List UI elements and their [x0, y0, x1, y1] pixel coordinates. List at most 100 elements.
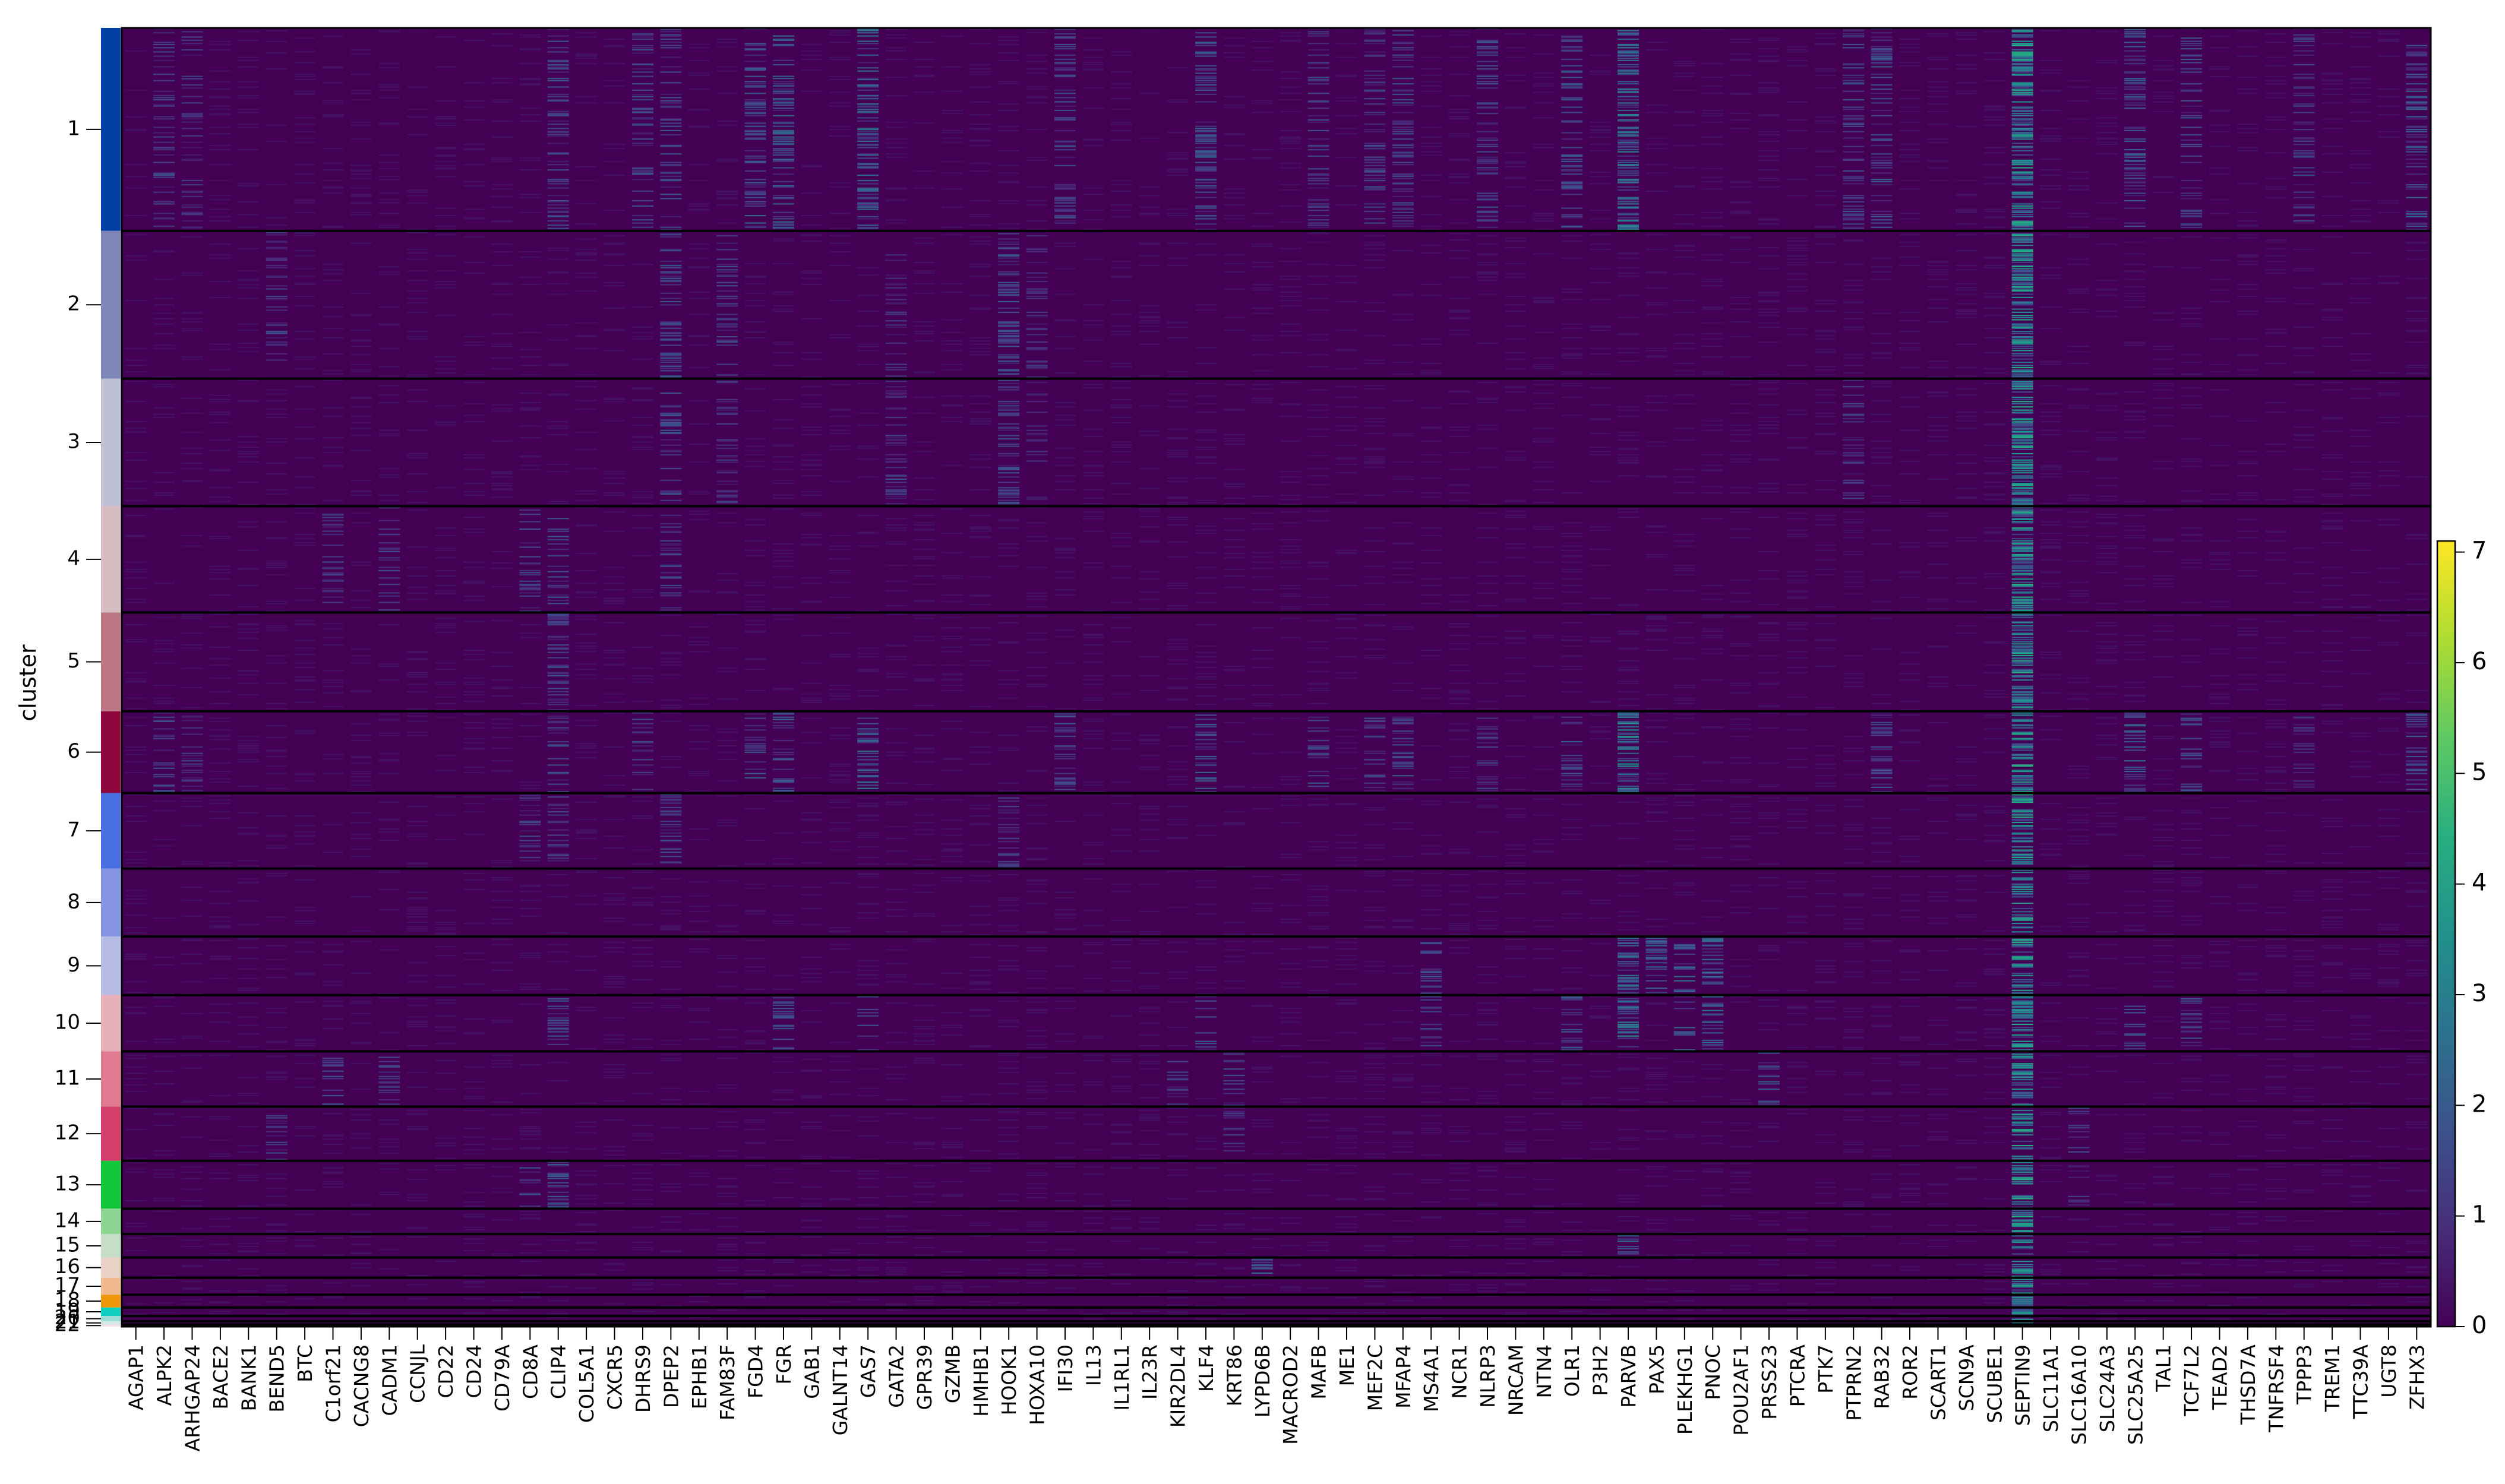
heatmap-cell — [1589, 54, 1611, 56]
heatmap-cell — [1645, 190, 1667, 192]
heatmap-cell — [547, 250, 569, 252]
heatmap-cell — [576, 591, 598, 593]
heatmap-cell — [1448, 390, 1470, 392]
heatmap-cell — [885, 524, 907, 526]
heatmap-cell — [2293, 77, 2315, 78]
heatmap-cell — [1477, 504, 1499, 505]
heatmap-cell — [1589, 71, 1611, 73]
heatmap-cell — [631, 172, 653, 174]
heatmap-cell — [1730, 58, 1752, 61]
heatmap-cell — [1307, 93, 1329, 94]
heatmap-cell — [829, 251, 851, 253]
heatmap-cell — [1167, 99, 1189, 101]
heatmap-cell — [2124, 192, 2146, 194]
heatmap-cell — [2293, 496, 2315, 498]
heatmap-cell — [435, 167, 457, 169]
heatmap-cell — [1505, 296, 1527, 298]
heatmap-cell — [942, 132, 964, 134]
heatmap-cell — [1955, 462, 1977, 464]
heatmap-cell — [2011, 358, 2033, 360]
heatmap-cell — [1561, 97, 1583, 99]
heatmap-cell — [1307, 510, 1329, 512]
heatmap-cell — [1223, 553, 1245, 555]
heatmap-cell — [547, 463, 569, 465]
heatmap-cell — [322, 526, 344, 528]
heatmap-cell — [1871, 381, 1893, 382]
heatmap-cell — [266, 306, 288, 308]
heatmap-cell — [660, 548, 682, 549]
heatmap-cell — [998, 103, 1020, 105]
heatmap-cell — [435, 584, 457, 586]
heatmap-cell — [1899, 218, 1921, 220]
heatmap-cell — [857, 85, 879, 87]
heatmap-cell — [463, 381, 485, 384]
heatmap-cell — [1392, 295, 1414, 296]
heatmap-cell — [1280, 545, 1302, 547]
heatmap-cell — [2068, 351, 2090, 353]
heatmap-cell — [2293, 112, 2315, 113]
heatmap-cell — [885, 363, 907, 365]
heatmap-cell — [2068, 407, 2090, 409]
heatmap-cell — [688, 265, 710, 268]
heatmap-cell — [716, 344, 738, 346]
heatmap-cell — [942, 600, 964, 602]
heatmap-cell — [491, 206, 513, 208]
heatmap-cell — [1082, 37, 1104, 39]
heatmap-cell — [1026, 129, 1048, 131]
heatmap-cell — [2124, 225, 2146, 227]
heatmap-cell — [2011, 445, 2033, 447]
heatmap-cell — [2011, 253, 2033, 255]
heatmap-cell — [2209, 109, 2231, 111]
heatmap-cell — [857, 295, 879, 296]
heatmap-cell — [1871, 156, 1893, 158]
heatmap-cell — [1110, 451, 1132, 453]
heatmap-cell — [1983, 208, 2005, 210]
heatmap-cell — [294, 93, 316, 94]
heatmap-cell — [2349, 153, 2371, 155]
heatmap-cell — [2293, 347, 2315, 349]
heatmap-cell — [998, 257, 1020, 259]
heatmap-cell — [1702, 136, 1724, 138]
heatmap-cell — [2349, 182, 2371, 183]
heatmap-cell — [631, 71, 653, 73]
heatmap-cell — [547, 393, 569, 395]
heatmap-cell — [2181, 68, 2203, 70]
heatmap-cell — [801, 429, 823, 431]
heatmap-cell — [1307, 149, 1329, 151]
heatmap-cell — [1477, 102, 1499, 104]
heatmap-cell — [631, 424, 653, 426]
heatmap-cell — [772, 553, 794, 555]
heatmap-cell — [2209, 131, 2231, 132]
heatmap-cell — [406, 491, 428, 493]
heatmap-cell — [2293, 38, 2315, 40]
heatmap-cell — [716, 275, 738, 277]
heatmap-cell — [885, 495, 907, 497]
heatmap-cell — [1505, 451, 1527, 453]
heatmap-cell — [1589, 73, 1611, 75]
heatmap-cell — [885, 442, 907, 444]
heatmap-cell — [576, 610, 598, 612]
heatmap-cell — [1589, 243, 1611, 245]
heatmap-cell — [2406, 229, 2428, 230]
heatmap-cell — [1139, 316, 1161, 318]
heatmap-cell — [1645, 302, 1667, 303]
heatmap-cell — [1730, 487, 1752, 489]
heatmap-cell — [2011, 129, 2033, 131]
heatmap-cell — [350, 406, 372, 408]
heatmap-cell — [1026, 346, 1048, 349]
heatmap-cell — [1533, 461, 1555, 463]
heatmap-cell — [1082, 489, 1104, 491]
heatmap-cell — [1843, 64, 1865, 66]
heatmap-cell — [1448, 311, 1470, 312]
heatmap-cell — [1392, 344, 1414, 346]
heatmap-cell — [1139, 578, 1161, 580]
heatmap-cell — [519, 564, 541, 565]
heatmap-cell — [181, 49, 203, 50]
heatmap-cell — [2349, 99, 2371, 101]
heatmap-cell — [547, 204, 569, 206]
heatmap-cell — [519, 159, 541, 162]
heatmap-cell — [1195, 143, 1217, 144]
heatmap-cell — [1335, 300, 1358, 303]
heatmap-cell — [772, 83, 794, 85]
heatmap-cell — [660, 304, 682, 306]
